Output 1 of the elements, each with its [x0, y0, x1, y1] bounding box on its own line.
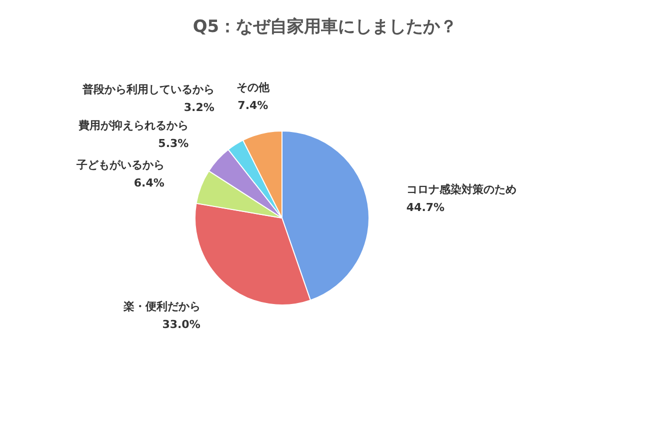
title: Q5：なぜ自家用車にしましたか？	[192, 17, 458, 37]
